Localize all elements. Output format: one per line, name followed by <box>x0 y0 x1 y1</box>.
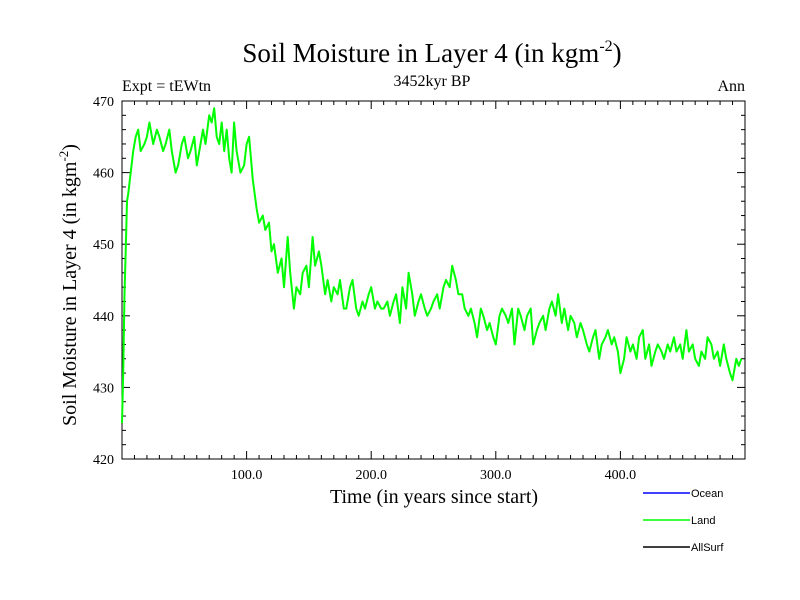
x-tick-label: 300.0 <box>480 468 512 483</box>
series-lines <box>121 107 743 424</box>
series-line-land <box>121 107 743 424</box>
x-tick-label: 200.0 <box>355 468 387 483</box>
plot-area <box>121 100 746 460</box>
y-tick-label: 460 <box>93 167 114 182</box>
y-tick-label: 470 <box>93 95 114 110</box>
tick-marks <box>122 101 745 459</box>
season-label: Ann <box>717 78 745 95</box>
legend-label-land: Land <box>691 515 715 527</box>
x-tick-label: 100.0 <box>231 468 263 483</box>
y-tick-label: 450 <box>93 238 114 253</box>
legend: Ocean Land AllSurf <box>643 488 724 554</box>
y-tick-label: 430 <box>93 381 114 396</box>
y-tick-label: 440 <box>93 310 114 325</box>
x-tick-label: 400.0 <box>605 468 637 483</box>
legend-label-ocean: Ocean <box>691 488 723 500</box>
y-tick-label: 420 <box>93 453 114 468</box>
plot-frame <box>121 100 746 460</box>
x-axis-label: Time (in years since start) <box>330 486 538 508</box>
period-label: 3452kyr BP <box>394 73 471 90</box>
chart-title: Soil Moisture in Layer 4 (in kgm-2) <box>242 38 621 68</box>
legend-label-allsurf: AllSurf <box>691 542 724 554</box>
y-axis-label: Soil Moisture in Layer 4 (in kgm-2) <box>56 144 81 426</box>
experiment-label: Expt = tEWtn <box>122 78 211 95</box>
